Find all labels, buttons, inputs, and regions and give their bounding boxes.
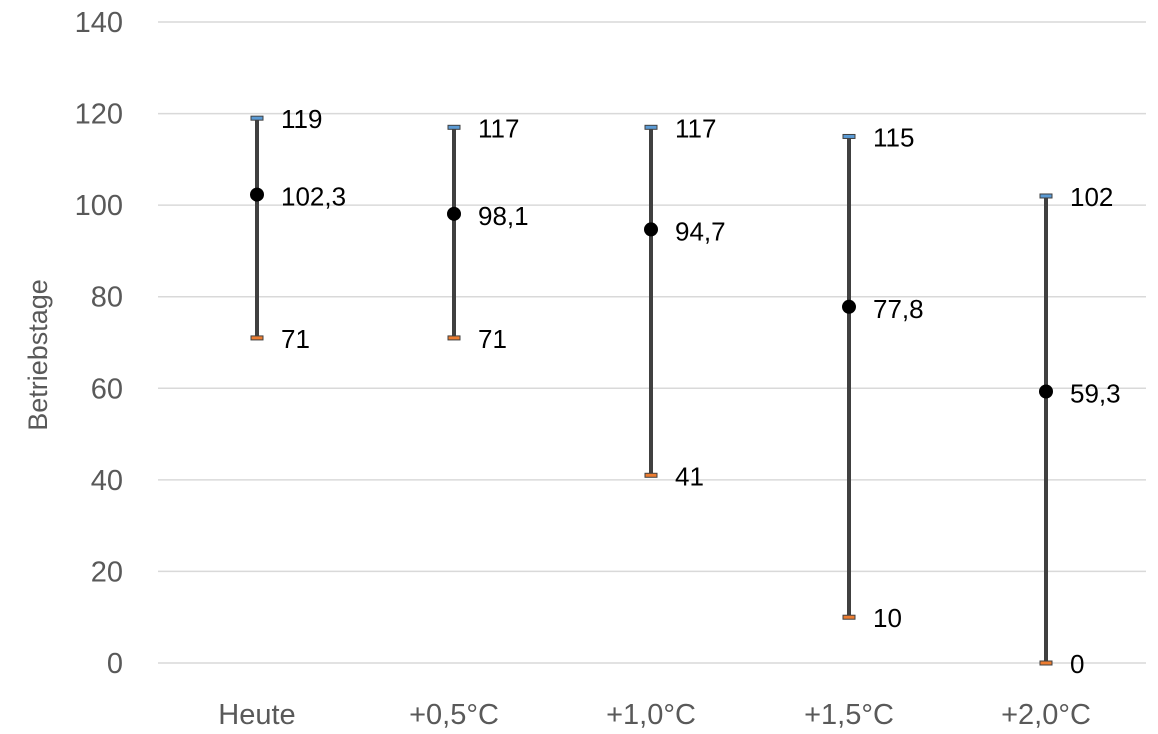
min-marker [447,335,461,341]
max-value-label: 115 [873,122,914,152]
y-axis-ticks: 0 20 40 60 80 100 120 140 [75,7,123,680]
y-tick-label: 20 [91,556,123,588]
min-value-label: 71 [478,324,507,354]
mean-value-label: 102,3 [281,182,346,212]
min-marker [644,472,658,478]
mean-value-label: 59,3 [1070,378,1121,408]
x-tick-label: +1,0°C [606,699,696,731]
mean-marker [644,222,658,237]
max-marker [250,115,264,121]
min-marker [250,335,264,341]
max-value-label: 119 [281,104,322,134]
max-marker [1039,193,1053,199]
x-axis-ticks: Heute +0,5°C +1,0°C +1,5°C +2,0°C [218,699,1091,731]
max-value-label: 117 [675,113,716,143]
mean-value-label: 98,1 [478,201,529,231]
max-value-label: 117 [478,113,519,143]
max-value-label: 102 [1070,182,1113,212]
mean-value-label: 77,8 [873,294,924,324]
y-tick-label: 80 [91,282,123,314]
mean-value-label: 94,7 [675,216,726,246]
mean-marker [1039,384,1053,399]
mean-marker [447,206,461,221]
x-tick-label: +1,5°C [804,699,894,731]
min-value-label: 0 [1070,649,1084,679]
mean-marker [842,299,856,314]
min-value-label: 10 [873,603,902,633]
min-marker [842,614,856,620]
y-tick-label: 120 [75,99,123,131]
y-tick-label: 100 [75,190,123,222]
mean-marker [250,187,264,202]
range-bars [250,115,1053,666]
y-tick-label: 60 [91,373,123,405]
min-marker [1039,660,1053,666]
max-marker [447,124,461,130]
min-value-label: 41 [675,461,704,491]
y-tick-label: 0 [107,648,123,680]
data-labels: 119 102,3 71 117 98,1 71 117 94,7 41 115 77,8 10 102… [281,104,1121,679]
max-marker [644,124,658,130]
x-tick-label: Heute [218,699,295,731]
y-tick-label: 40 [91,465,123,497]
y-tick-label: 140 [75,7,123,39]
min-value-label: 71 [281,324,310,354]
x-tick-label: +0,5°C [409,699,499,731]
y-axis-title: Betriebstage [23,279,53,431]
max-marker [842,133,856,139]
x-tick-label: +2,0°C [1001,699,1091,731]
